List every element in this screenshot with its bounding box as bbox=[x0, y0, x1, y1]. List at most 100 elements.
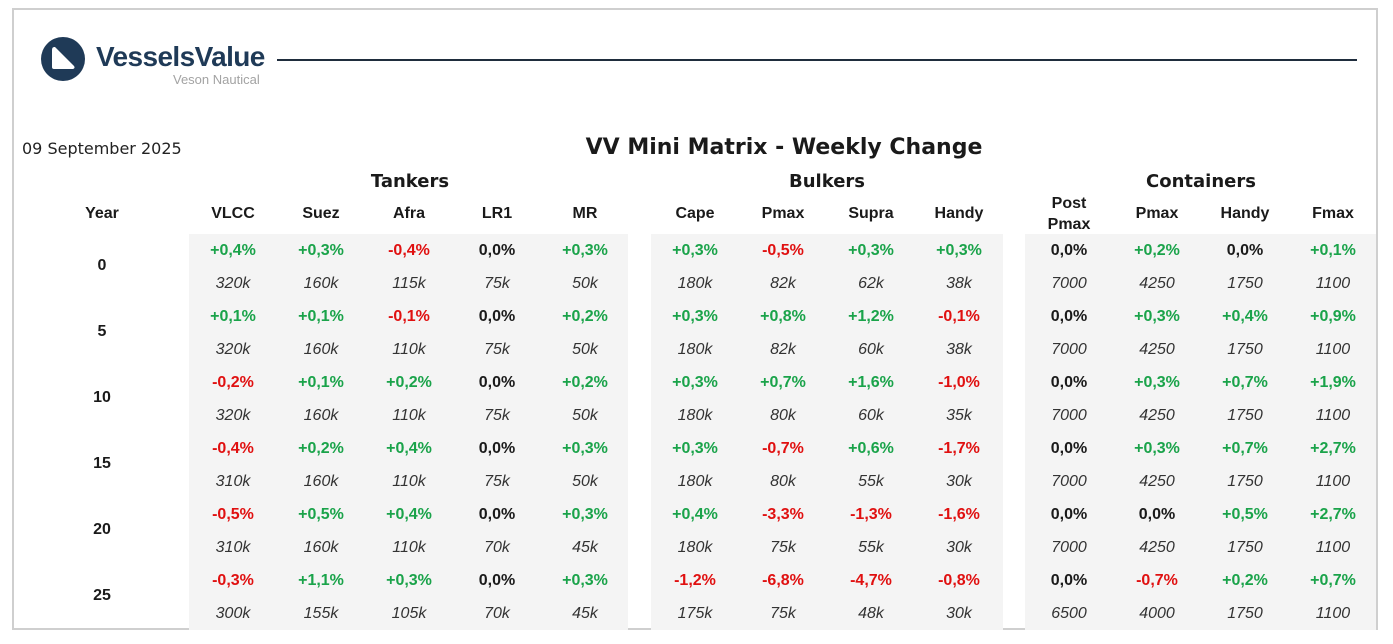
year-label: 10 bbox=[93, 389, 111, 406]
weekly-change-cell: +0,3% bbox=[562, 572, 608, 589]
weekly-change-cell: 0,0% bbox=[1050, 572, 1088, 589]
weekly-change-cell: 0,0% bbox=[478, 308, 516, 325]
vessel-size-cell: 7000 bbox=[1051, 341, 1087, 358]
year-label: 0 bbox=[97, 257, 107, 274]
year-label: 20 bbox=[93, 521, 111, 538]
vessel-size-cell: 75k bbox=[484, 473, 510, 490]
weekly-change-cell: -0,1% bbox=[938, 308, 980, 325]
vessel-size-cell: 50k bbox=[572, 407, 598, 424]
weekly-change-cell: -1,3% bbox=[850, 506, 892, 523]
weekly-change-cell: +0,9% bbox=[1310, 308, 1356, 325]
weekly-change-cell: 0,0% bbox=[478, 440, 516, 457]
vessel-size-cell: 4250 bbox=[1139, 539, 1175, 556]
vessel-size-cell: 105k bbox=[391, 605, 427, 622]
vessel-size-cell: 7000 bbox=[1051, 473, 1087, 490]
column-header-containers-fmax: Fmax bbox=[1312, 205, 1354, 222]
vessel-size-cell: 75k bbox=[484, 275, 510, 292]
weekly-change-cell: -0,5% bbox=[212, 506, 254, 523]
vessel-size-cell: 155k bbox=[303, 605, 339, 622]
column-header-tankers-vlcc: VLCC bbox=[211, 205, 255, 222]
vessel-size-cell: 82k bbox=[770, 275, 796, 292]
vessel-size-cell: 1750 bbox=[1227, 605, 1263, 622]
weekly-change-cell: +0,2% bbox=[1222, 572, 1268, 589]
weekly-change-cell: +0,4% bbox=[386, 506, 432, 523]
vessel-size-cell: 1100 bbox=[1315, 407, 1351, 424]
vessel-size-cell: 75k bbox=[770, 605, 796, 622]
vessel-size-cell: 4250 bbox=[1139, 473, 1175, 490]
vessel-size-cell: 30k bbox=[946, 539, 972, 556]
weekly-change-cell: 0,0% bbox=[1138, 506, 1176, 523]
vessel-size-cell: 160k bbox=[303, 341, 339, 358]
weekly-change-cell: +0,5% bbox=[1222, 506, 1268, 523]
weekly-change-cell: +0,3% bbox=[562, 242, 608, 259]
weekly-change-cell: +2,7% bbox=[1310, 506, 1356, 523]
column-header-bulkers-handy: Handy bbox=[934, 205, 984, 222]
weekly-change-cell: -6,8% bbox=[762, 572, 804, 589]
group-title-containers: Containers bbox=[1146, 171, 1256, 192]
column-header-containers-post-pmax: Post Pmax bbox=[1025, 193, 1113, 235]
weekly-change-cell: +0,3% bbox=[1134, 308, 1180, 325]
vessel-size-cell: 1100 bbox=[1315, 341, 1351, 358]
weekly-change-cell: +0,3% bbox=[386, 572, 432, 589]
vessel-size-cell: 160k bbox=[303, 539, 339, 556]
weekly-change-cell: -0,1% bbox=[388, 308, 430, 325]
weekly-change-cell: +0,1% bbox=[210, 308, 256, 325]
weekly-change-cell: +0,6% bbox=[848, 440, 894, 457]
weekly-change-cell: +0,3% bbox=[672, 440, 718, 457]
weekly-change-cell: +0,4% bbox=[210, 242, 256, 259]
vessel-size-cell: 310k bbox=[215, 473, 251, 490]
vessel-size-cell: 48k bbox=[858, 605, 884, 622]
weekly-change-cell: 0,0% bbox=[478, 506, 516, 523]
weekly-change-cell: -1,0% bbox=[938, 374, 980, 391]
vessel-size-cell: 320k bbox=[215, 275, 251, 292]
weekly-change-cell: +0,5% bbox=[298, 506, 344, 523]
group-title-bulkers: Bulkers bbox=[789, 171, 865, 192]
weekly-change-cell: -0,7% bbox=[1136, 572, 1178, 589]
column-header-tankers-lr1: LR1 bbox=[481, 205, 513, 222]
year-label: 25 bbox=[93, 587, 111, 604]
weekly-change-cell: +0,7% bbox=[1310, 572, 1356, 589]
weekly-change-cell: +0,1% bbox=[298, 308, 344, 325]
vessel-size-cell: 310k bbox=[215, 539, 251, 556]
weekly-change-cell: +0,3% bbox=[562, 440, 608, 457]
vessel-size-cell: 1750 bbox=[1227, 407, 1263, 424]
weekly-change-cell: +0,2% bbox=[298, 440, 344, 457]
vessel-size-cell: 50k bbox=[572, 473, 598, 490]
weekly-change-cell: +0,4% bbox=[386, 440, 432, 457]
vessel-size-cell: 7000 bbox=[1051, 275, 1087, 292]
vessel-size-cell: 300k bbox=[215, 605, 251, 622]
vessel-size-cell: 180k bbox=[677, 473, 713, 490]
vessel-size-cell: 180k bbox=[677, 341, 713, 358]
weekly-change-cell: -1,6% bbox=[938, 506, 980, 523]
weekly-change-cell: +0,3% bbox=[848, 242, 894, 259]
weekly-change-cell: -0,5% bbox=[762, 242, 804, 259]
weekly-change-cell: -1,7% bbox=[938, 440, 980, 457]
weekly-change-cell: +0,2% bbox=[1134, 242, 1180, 259]
vessel-size-cell: 60k bbox=[858, 407, 884, 424]
vessel-size-cell: 160k bbox=[303, 473, 339, 490]
vessel-size-cell: 60k bbox=[858, 341, 884, 358]
weekly-change-cell: +0,3% bbox=[672, 308, 718, 325]
weekly-change-cell: +0,1% bbox=[1310, 242, 1356, 259]
vessel-size-cell: 50k bbox=[572, 275, 598, 292]
column-header-tankers-afra: Afra bbox=[392, 205, 425, 222]
weekly-change-cell: +1,9% bbox=[1310, 374, 1356, 391]
vessel-size-cell: 62k bbox=[858, 275, 884, 292]
header-divider bbox=[277, 59, 1357, 61]
vessel-size-cell: 7000 bbox=[1051, 539, 1087, 556]
weekly-change-cell: +1,1% bbox=[298, 572, 344, 589]
vessel-size-cell: 55k bbox=[858, 539, 884, 556]
vesselsvalue-logo-icon bbox=[41, 37, 85, 81]
weekly-change-cell: 0,0% bbox=[1050, 242, 1088, 259]
weekly-change-cell: +0,2% bbox=[562, 308, 608, 325]
weekly-change-cell: +0,7% bbox=[1222, 440, 1268, 457]
weekly-change-cell: +0,3% bbox=[936, 242, 982, 259]
vessel-size-cell: 110k bbox=[392, 407, 426, 424]
vessel-size-cell: 4250 bbox=[1139, 275, 1175, 292]
vessel-size-cell: 30k bbox=[946, 473, 972, 490]
vessel-size-cell: 30k bbox=[946, 605, 972, 622]
vessel-size-cell: 50k bbox=[572, 341, 598, 358]
weekly-change-cell: -1,2% bbox=[674, 572, 716, 589]
vessel-size-cell: 160k bbox=[303, 275, 339, 292]
vessel-size-cell: 1100 bbox=[1315, 275, 1351, 292]
